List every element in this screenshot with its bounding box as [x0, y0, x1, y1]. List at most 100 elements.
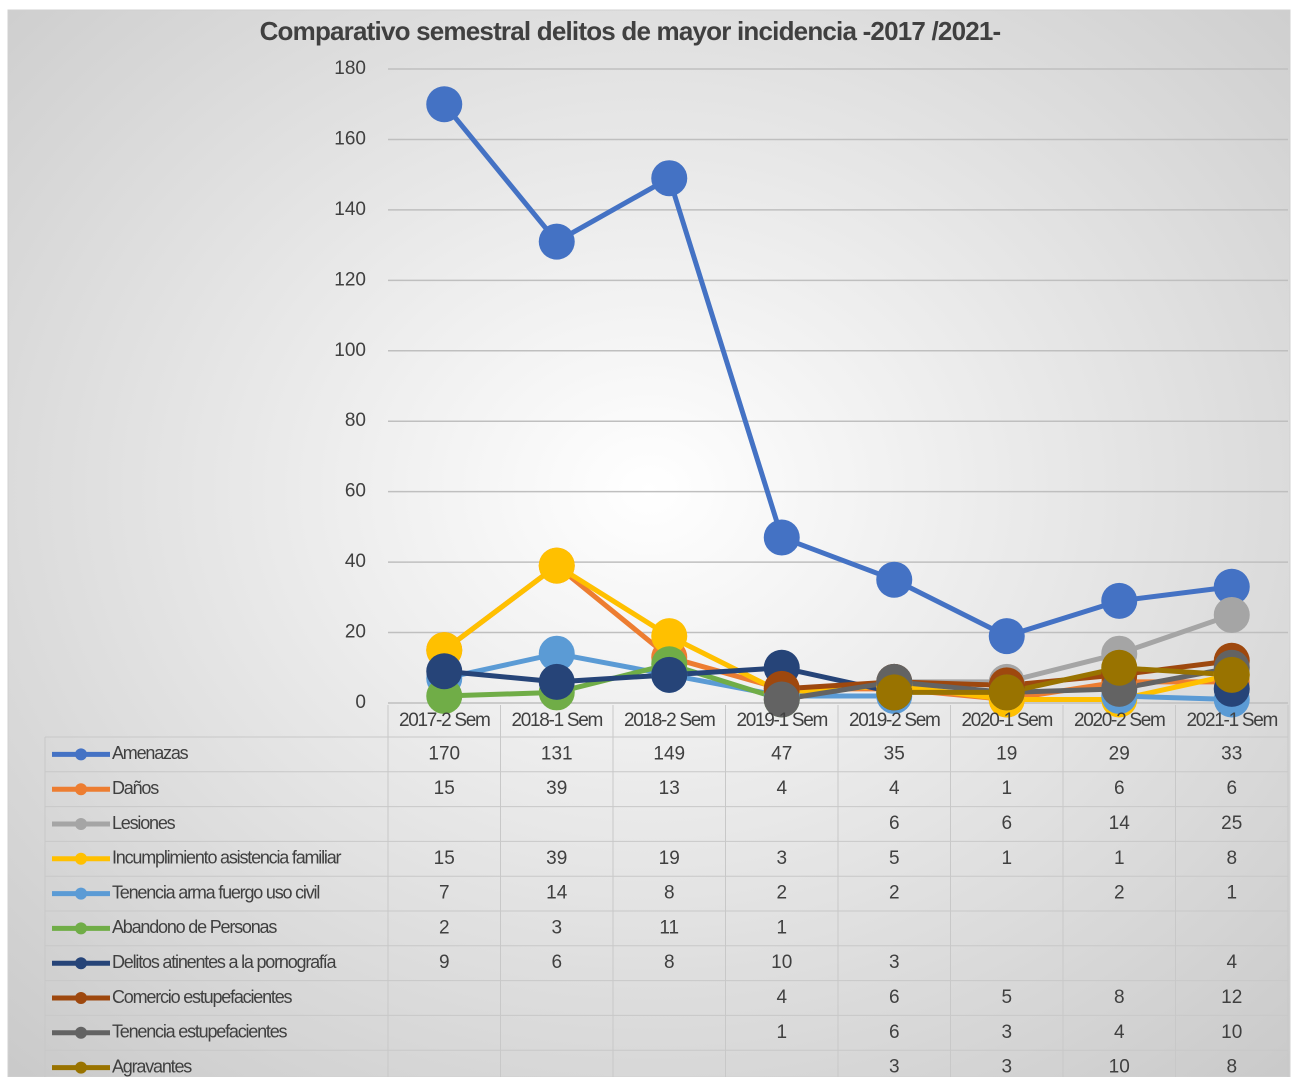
legend-label: Lesiones: [112, 813, 176, 833]
table-value: 4: [1114, 1022, 1125, 1043]
marker: [1101, 649, 1138, 686]
table-value: 6: [1114, 778, 1125, 799]
x-tick-label: 2019-2 Sem: [849, 710, 940, 731]
marker: [538, 635, 575, 672]
table-value: 1: [1226, 883, 1237, 904]
table-value: 3: [1001, 1057, 1012, 1077]
legend-swatch-marker: [75, 1026, 87, 1039]
table-value: 149: [653, 743, 685, 764]
marker: [538, 223, 575, 260]
y-tick-label: 80: [345, 410, 366, 431]
marker: [876, 561, 913, 598]
marker: [1213, 568, 1250, 605]
legend-label: Amenazas: [112, 743, 189, 763]
table-value: 8: [1114, 987, 1125, 1008]
legend-label: Tenencia arma fuergo uso civil: [112, 882, 319, 902]
y-tick-label: 20: [345, 622, 366, 643]
marker: [988, 618, 1025, 655]
x-tick-label: 2018-1 Sem: [511, 710, 602, 731]
marker: [988, 674, 1025, 711]
table-value: 2: [889, 883, 900, 904]
legend-label: Agravantes: [112, 1056, 192, 1076]
legend-label: Daños: [112, 778, 159, 798]
table-value: 1: [776, 917, 787, 938]
series-line: [894, 665, 1232, 695]
x-tick-label: 2021-1 Sem: [1186, 710, 1277, 731]
table-value: 3: [889, 1057, 900, 1077]
legend-swatch-marker: [75, 957, 87, 970]
table-value: 6: [889, 987, 900, 1008]
table-value: 14: [1109, 813, 1131, 834]
legend-label: Comercio estupefacientes: [112, 987, 293, 1007]
marker: [651, 618, 688, 655]
table-grid: [44, 705, 1289, 1077]
table-value: 5: [1001, 987, 1012, 1008]
marker: [651, 160, 688, 197]
marker: [538, 663, 575, 700]
marker: [426, 653, 463, 690]
marker: [1213, 656, 1250, 693]
table-value: 6: [889, 1022, 900, 1043]
table-value: 29: [1109, 743, 1130, 764]
legend-swatch-marker: [75, 783, 87, 796]
marker: [876, 674, 913, 711]
table-value: 14: [546, 883, 568, 904]
series-line: [442, 102, 1233, 639]
table-value: 15: [434, 848, 455, 869]
table-value: 39: [546, 778, 567, 799]
table-value: 25: [1221, 813, 1242, 834]
table-value: 10: [771, 952, 792, 973]
y-tick-label: 0: [355, 692, 366, 713]
legend-swatch-marker: [75, 748, 87, 761]
y-tick-label: 100: [334, 340, 366, 361]
legend-swatch-marker: [75, 852, 87, 865]
table-value: 4: [889, 778, 900, 799]
table-value: 5: [889, 848, 900, 869]
table-value: 3: [776, 848, 787, 869]
table-value: 6: [551, 952, 562, 973]
table-value: 9: [439, 952, 450, 973]
x-tick-label: 2018-2 Sem: [624, 710, 715, 731]
marker: [426, 86, 463, 123]
table-value: 4: [776, 987, 787, 1008]
y-tick-label: 40: [345, 551, 366, 572]
table-value: 170: [428, 743, 460, 764]
y-tick-label: 160: [334, 128, 366, 149]
table-value: 2: [439, 917, 450, 938]
table-value: 19: [659, 848, 680, 869]
table-value: 10: [1221, 1022, 1242, 1043]
x-tick-label: 2020-1 Sem: [961, 710, 1052, 731]
marker: [651, 656, 688, 693]
table-value: 11: [659, 917, 679, 938]
table-value: 7: [439, 883, 450, 904]
table-value: 6: [1226, 778, 1237, 799]
legend-swatch-marker: [75, 992, 87, 1004]
legend-label: Abandono de Personas: [112, 917, 277, 937]
table-value: 15: [434, 778, 455, 799]
table-value: 3: [1001, 1022, 1012, 1043]
y-tick-label: 60: [345, 481, 366, 502]
table-value: 1: [776, 1022, 787, 1043]
table-value: 10: [1109, 1057, 1130, 1077]
table-value: 19: [996, 743, 1017, 764]
table-value: 12: [1221, 987, 1242, 1008]
table-value: 1: [1114, 848, 1125, 869]
table-value: 1: [1001, 848, 1012, 869]
table-value: 4: [776, 778, 787, 799]
x-tick-label: 2019-1 Sem: [736, 710, 827, 731]
table-value: 35: [884, 743, 905, 764]
legend-swatch-marker: [75, 1061, 87, 1074]
table-value: 39: [546, 848, 567, 869]
table-value: 1: [1001, 778, 1012, 799]
chart-title: Comparativo semestral delitos de mayor i…: [260, 16, 1001, 46]
y-tick-label: 180: [334, 58, 366, 79]
table-value: 3: [551, 917, 562, 938]
table-value: 4: [1226, 952, 1237, 973]
marker: [763, 519, 800, 556]
table-value: 6: [889, 813, 900, 834]
legend-label: Tenencia estupefacientes: [112, 1022, 288, 1042]
table-value: 2: [776, 883, 787, 904]
legend-label: Delitos atinentes a la pornografía: [112, 952, 338, 972]
table-value: 47: [771, 743, 792, 764]
legend-label: Incumplimiento asistencia familiar: [112, 848, 342, 868]
